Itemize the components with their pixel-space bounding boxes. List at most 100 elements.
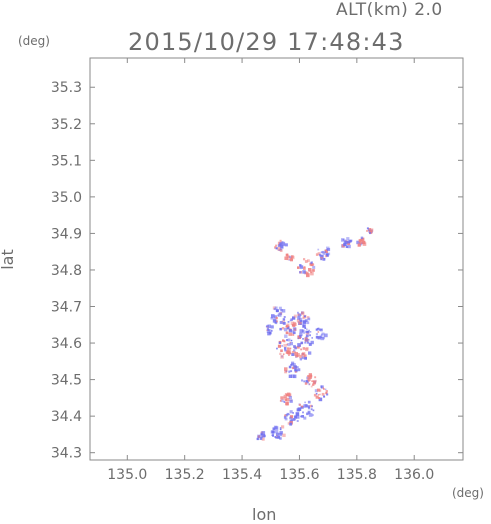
echo-pixel	[346, 237, 350, 241]
echo-pixel	[282, 241, 286, 245]
echo-pixel	[274, 306, 278, 310]
x-axis-unit: (deg)	[452, 486, 484, 500]
echo-pixel	[323, 388, 325, 390]
echo-pixel	[304, 315, 306, 318]
echo-pixel	[307, 272, 309, 274]
y-axis-unit: (deg)	[18, 34, 50, 48]
echo-pixel	[305, 330, 308, 334]
echo-pixel	[304, 401, 306, 404]
echo-pixel	[269, 332, 272, 335]
echo-pixel	[319, 393, 321, 396]
echo-pixel	[285, 414, 288, 417]
echo-pixel	[312, 269, 315, 272]
echo-pixel	[301, 356, 305, 360]
echo-pixel	[283, 316, 286, 318]
echo-pixel	[272, 427, 276, 431]
echo-pixel	[298, 336, 301, 339]
echo-pixel	[310, 263, 313, 267]
echo-pixel	[345, 245, 349, 248]
echo-pixel	[306, 328, 308, 330]
echo-pixel	[362, 242, 367, 246]
y-tick-label: 35.0	[51, 190, 82, 206]
echo-pixel	[289, 342, 293, 346]
y-tick-label: 34.5	[51, 373, 82, 389]
echo-pixel	[315, 253, 319, 256]
echo-pixel	[291, 255, 295, 260]
echo-pixel	[305, 347, 309, 350]
echo-pixel	[297, 313, 300, 316]
echo-pixel	[281, 241, 284, 244]
echo-pixel	[303, 267, 306, 270]
echo-pixel	[302, 316, 305, 319]
radar-echo-layer	[256, 227, 374, 441]
echo-pixel	[289, 347, 292, 350]
echo-pixel	[282, 321, 286, 325]
echo-pixel	[370, 228, 374, 232]
echo-pixel	[288, 395, 292, 400]
echo-pixel	[298, 403, 301, 406]
echo-pixel	[283, 340, 286, 342]
echo-pixel	[312, 265, 316, 269]
echo-pixel	[303, 258, 306, 261]
echo-pixel	[279, 431, 283, 435]
echo-pixel	[289, 352, 292, 355]
echo-pixel	[305, 404, 308, 407]
echo-pixel	[289, 399, 293, 403]
echo-pixel	[315, 393, 318, 395]
echo-pixel	[282, 433, 286, 437]
echo-pixel	[267, 329, 270, 332]
echo-pixel	[324, 249, 328, 253]
echo-pixel	[292, 334, 295, 336]
echo-pixel	[297, 316, 301, 320]
echo-pixel	[295, 354, 298, 358]
echo-pixel	[288, 413, 291, 416]
y-tick-label: 34.4	[51, 409, 82, 425]
echo-pixel	[270, 317, 273, 320]
x-tick-label: 135.0	[107, 467, 147, 483]
x-tick-label: 135.8	[337, 467, 377, 483]
echo-pixel	[304, 260, 308, 263]
echo-pixel	[290, 370, 293, 373]
echo-pixel	[270, 430, 274, 434]
echo-pixel	[285, 253, 289, 257]
echo-pixel	[283, 416, 287, 419]
echo-pixel	[286, 323, 290, 327]
echo-pixel	[366, 230, 368, 232]
echo-pixel	[292, 331, 296, 335]
echo-pixel	[312, 383, 315, 386]
echo-pixel	[308, 329, 310, 332]
echo-pixel	[261, 431, 266, 435]
echo-pixel	[303, 404, 307, 408]
echo-pixel	[293, 365, 297, 369]
echo-pixel	[306, 330, 310, 334]
y-tick-label: 35.2	[51, 117, 82, 133]
echo-pixel	[299, 332, 303, 337]
echo-pixel	[307, 341, 310, 344]
echo-pixel	[306, 412, 309, 416]
echo-pixel	[311, 380, 313, 382]
echo-pixel	[257, 434, 260, 438]
echo-pixel	[296, 319, 301, 323]
echo-pixel	[270, 329, 273, 332]
echo-pixel	[347, 244, 351, 249]
x-tick-label: 135.2	[165, 467, 205, 483]
echo-pixel	[280, 355, 284, 359]
echo-pixel	[297, 337, 300, 340]
y-tick-label: 35.1	[51, 153, 82, 169]
echo-pixel	[296, 415, 300, 419]
echo-pixel	[307, 411, 311, 414]
echo-pixel	[301, 379, 304, 382]
echo-pixel	[302, 338, 304, 340]
echo-pixel	[315, 333, 318, 336]
echo-pixel	[269, 329, 272, 332]
echo-pixel	[285, 401, 289, 406]
echo-pixel	[286, 412, 289, 416]
echo-pixel	[294, 346, 297, 350]
echo-pixel	[318, 397, 321, 400]
echo-pixel	[267, 324, 271, 328]
echo-pixel	[308, 375, 312, 379]
echo-pixel	[284, 243, 288, 247]
echo-pixel	[296, 366, 299, 369]
echo-pixel	[272, 433, 275, 436]
echo-pixel	[290, 321, 295, 326]
